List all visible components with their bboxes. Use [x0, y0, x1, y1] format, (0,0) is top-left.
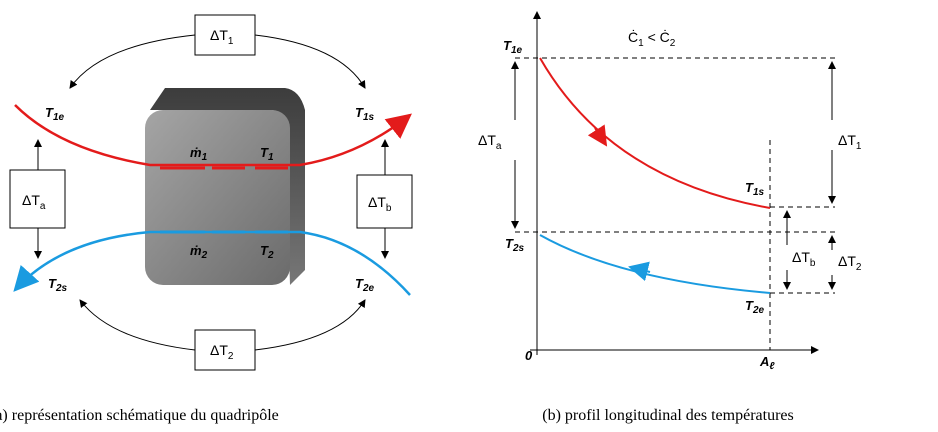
label: T2s — [505, 236, 525, 254]
label: ΔTa — [478, 132, 502, 152]
figure: ΔT1 ΔTa ΔTb ΔT2 T1e T1s T2s T2e ṁ1 T1 ṁ2… — [0, 0, 938, 432]
caption: (a) représentation schématique du quadri… — [0, 407, 279, 424]
left-diagram: ΔT1 ΔTa ΔTb ΔT2 T1e T1s T2s T2e ṁ1 T1 ṁ2… — [10, 15, 412, 370]
label: T2e — [745, 298, 765, 316]
label: Aℓ — [759, 354, 775, 372]
arc — [255, 35, 365, 88]
origin: 0 — [525, 348, 533, 363]
label: T1e — [45, 105, 65, 123]
label: T2e — [355, 276, 375, 294]
condition: Ċ1 < Ċ2 — [628, 28, 676, 49]
label: ΔTb — [792, 249, 816, 269]
label: T1s — [745, 180, 765, 198]
right-diagram: Ċ1 < Ċ2 T1e ΔTa ΔT1 T1s T2s ΔTb ΔT2 T2e … — [478, 12, 862, 372]
cold-profile — [540, 235, 770, 293]
arc — [255, 300, 365, 350]
dimension-arrows — [515, 62, 832, 289]
caption: (b) profil longitudinal des températures — [542, 407, 793, 424]
arc — [70, 35, 195, 88]
guides — [515, 58, 835, 350]
label: T1e — [503, 38, 523, 56]
arc — [80, 300, 195, 350]
label: T2s — [48, 276, 68, 294]
label: ΔT1 — [838, 132, 862, 152]
label: ΔT2 — [838, 253, 862, 273]
label: T1s — [355, 105, 375, 123]
hot-profile — [540, 58, 770, 208]
